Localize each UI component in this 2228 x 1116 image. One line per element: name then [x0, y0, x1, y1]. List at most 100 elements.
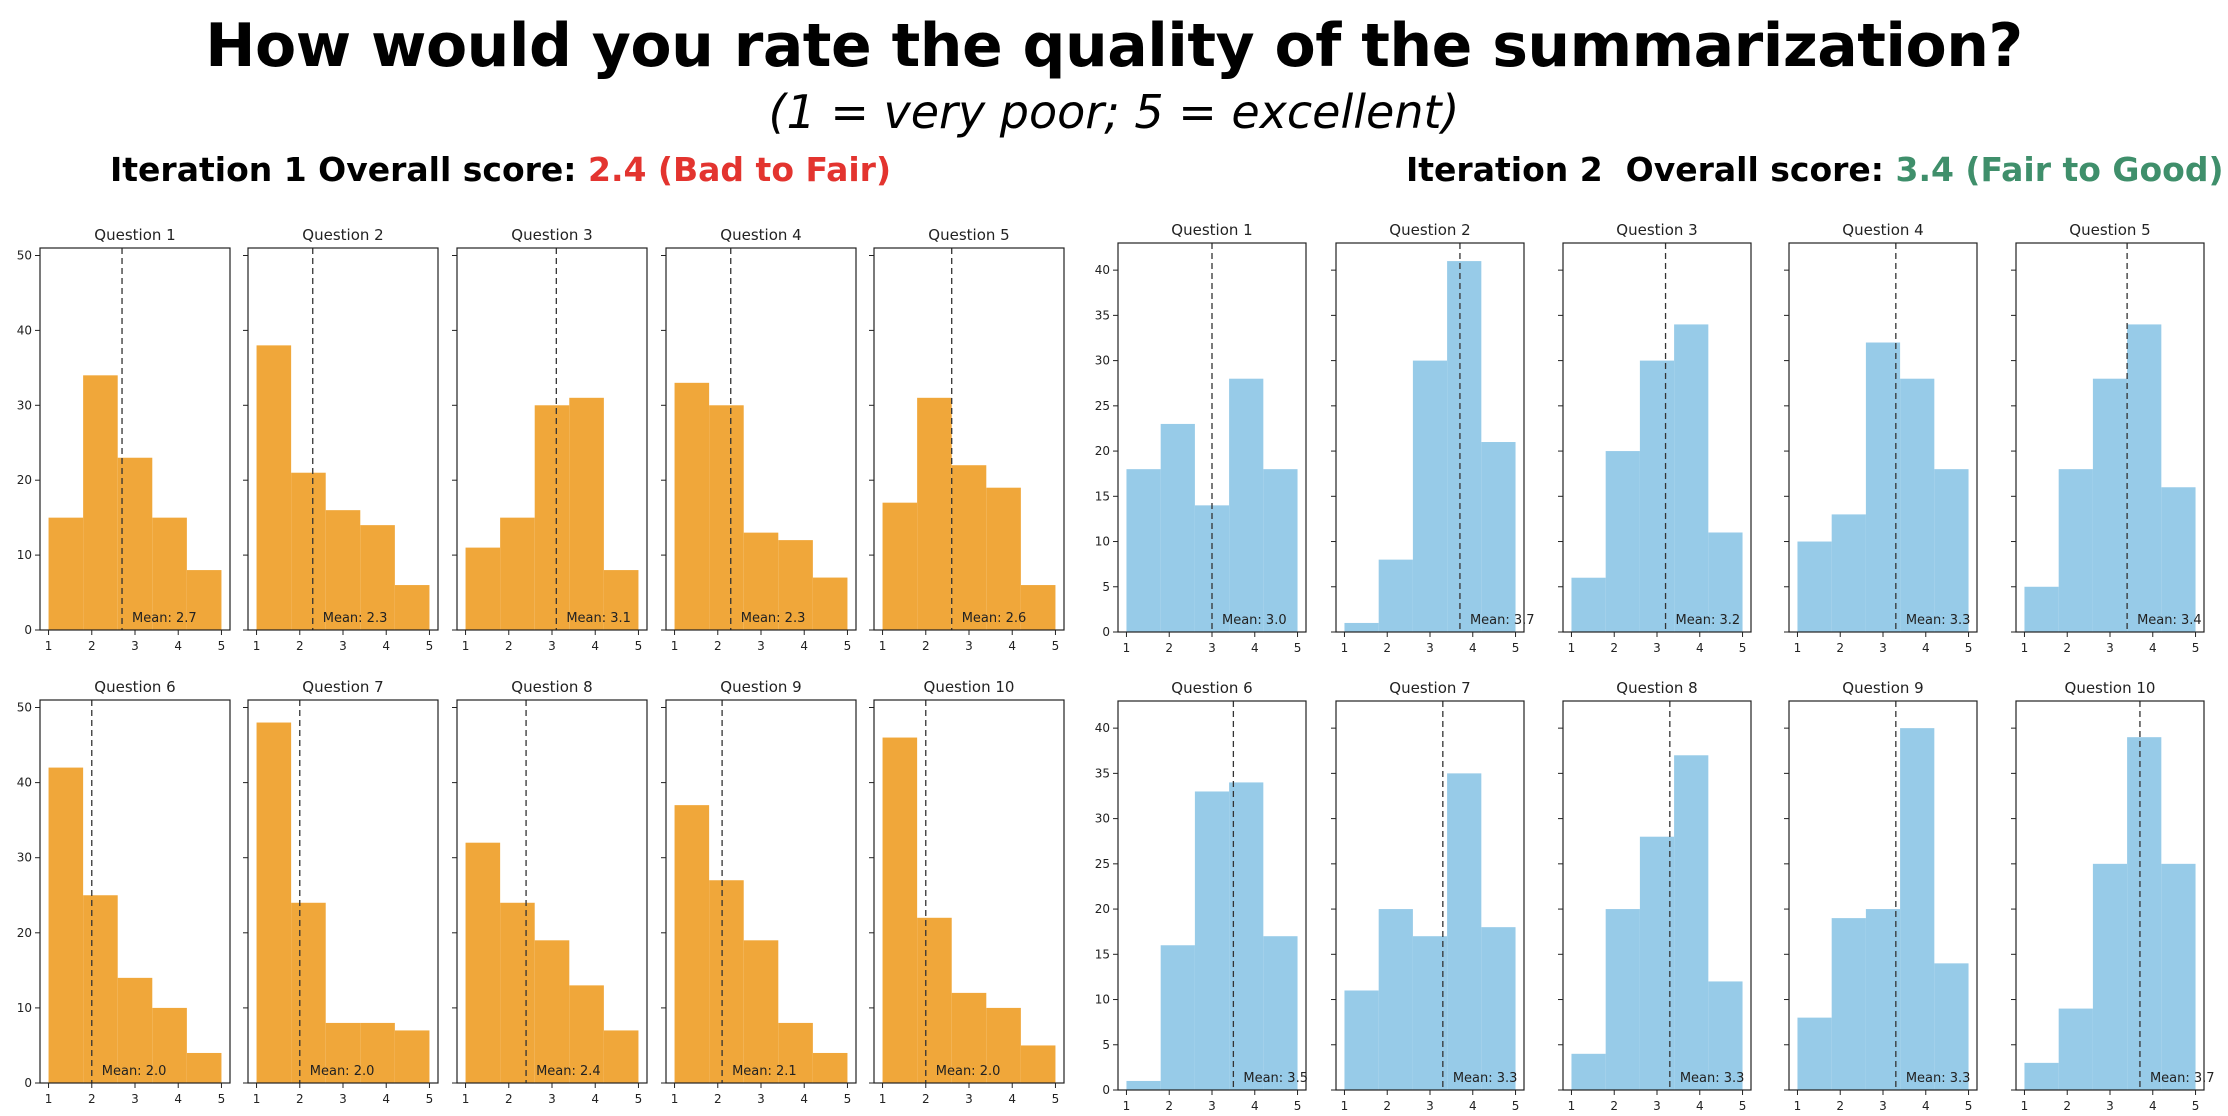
bar — [1126, 1080, 1161, 1090]
y-tick-label: 10 — [17, 548, 32, 562]
bar — [603, 570, 639, 630]
x-tick-label: 5 — [1294, 1099, 1302, 1113]
x-tick-label: 1 — [253, 639, 261, 653]
bar — [534, 405, 570, 630]
mean-label: Mean: 2.0 — [936, 1064, 1001, 1079]
y-tick-label: 20 — [17, 473, 32, 487]
bar — [778, 540, 813, 630]
x-tick-label: 4 — [800, 1092, 808, 1106]
x-tick-label: 4 — [174, 1092, 182, 1106]
bar — [1639, 836, 1675, 1090]
page-title: How would you rate the quality of the su… — [205, 11, 2023, 81]
y-tick-label: 15 — [1095, 947, 1110, 961]
y-tick-label: 5 — [1102, 1038, 1110, 1052]
x-tick-label: 2 — [505, 639, 513, 653]
bar — [1160, 945, 1195, 1090]
bar — [882, 737, 918, 1083]
chart-title: Question 6 — [1171, 679, 1252, 697]
x-tick-label: 4 — [2149, 641, 2157, 655]
y-tick-label: 25 — [1095, 857, 1110, 871]
x-tick-label: 3 — [1208, 641, 1216, 655]
bar — [1344, 622, 1379, 632]
histogram-iter2-q3: Question 3 Mean: 3.2 1 2 3 4 5 — [1558, 221, 1752, 655]
bar — [951, 465, 987, 630]
bar — [2058, 469, 2093, 632]
bar — [2058, 1008, 2093, 1090]
bar — [1605, 451, 1640, 632]
bar — [778, 1022, 813, 1083]
y-tick-label: 30 — [17, 851, 32, 865]
x-tick-label: 1 — [1568, 1099, 1576, 1113]
bar — [1378, 559, 1413, 632]
x-tick-label: 3 — [757, 1092, 765, 1106]
bar — [1708, 981, 1743, 1090]
iteration-1-score: 2.4 (Bad to Fair) — [587, 150, 892, 189]
bar — [743, 532, 779, 630]
mean-label: Mean: 3.3 — [1906, 613, 1971, 628]
x-tick-label: 5 — [218, 1092, 226, 1106]
chart-title: Question 2 — [302, 226, 383, 244]
bar — [1412, 936, 1448, 1090]
x-tick-label: 3 — [339, 1092, 347, 1106]
x-tick-label: 4 — [591, 639, 599, 653]
mean-label: Mean: 2.0 — [310, 1064, 375, 1079]
bar — [48, 517, 84, 630]
x-tick-label: 5 — [218, 639, 226, 653]
x-tick-label: 2 — [296, 639, 304, 653]
x-tick-label: 4 — [1008, 639, 1016, 653]
x-tick-label: 5 — [1052, 1092, 1060, 1106]
chart-title: Question 6 — [94, 678, 175, 696]
x-tick-label: 5 — [635, 639, 643, 653]
mean-label: Mean: 3.4 — [2137, 613, 2202, 628]
y-tick-label: 20 — [1095, 902, 1110, 916]
iteration-2-label: Iteration 2 Overall score: — [1406, 150, 1896, 189]
bar — [1797, 541, 1832, 632]
x-tick-label: 3 — [1879, 1099, 1887, 1113]
x-tick-label: 2 — [922, 1092, 930, 1106]
chart-title: Question 10 — [924, 678, 1015, 696]
page-subtitle: (1 = very poor; 5 = excellent) — [768, 85, 1460, 139]
x-tick-label: 4 — [1251, 1099, 1259, 1113]
x-tick-label: 3 — [1879, 641, 1887, 655]
bar — [1571, 577, 1606, 632]
bar — [1194, 791, 1230, 1090]
bar — [500, 517, 535, 630]
x-tick-label: 1 — [879, 639, 887, 653]
bar — [83, 895, 118, 1083]
x-tick-label: 2 — [1836, 1099, 1844, 1113]
bar — [1639, 360, 1675, 632]
histogram-iter1-q9: Question 9 Mean: 2.1 1 2 3 4 5 — [661, 678, 857, 1106]
x-tick-label: 3 — [548, 639, 556, 653]
x-tick-label: 2 — [505, 1092, 513, 1106]
x-tick-label: 2 — [1165, 1099, 1173, 1113]
bar — [256, 722, 292, 1083]
histogram-iter1-q10: Question 10 Mean: 2.0 1 2 3 4 5 — [869, 678, 1065, 1106]
bar — [83, 375, 118, 630]
bar — [534, 940, 570, 1083]
bar — [2127, 324, 2162, 632]
y-tick-label: 40 — [17, 776, 32, 790]
y-tick-label: 0 — [24, 623, 32, 637]
bar — [1605, 909, 1640, 1090]
x-tick-label: 3 — [1208, 1099, 1216, 1113]
chart-title: Question 3 — [511, 226, 592, 244]
x-tick-label: 2 — [296, 1092, 304, 1106]
x-tick-label: 1 — [1568, 641, 1576, 655]
mean-label: Mean: 3.1 — [566, 611, 631, 626]
x-tick-label: 3 — [131, 1092, 139, 1106]
bar — [1674, 755, 1709, 1090]
mean-label: Mean: 2.0 — [102, 1064, 167, 1079]
bar — [1263, 936, 1298, 1090]
x-tick-label: 4 — [2149, 1099, 2157, 1113]
histogram-iter2-q9: Question 9 Mean: 3.3 1 2 3 4 5 — [1784, 679, 1978, 1113]
x-tick-label: 1 — [1794, 641, 1802, 655]
bar — [2092, 378, 2128, 632]
mean-label: Mean: 3.3 — [1453, 1071, 1518, 1086]
x-tick-label: 2 — [1383, 641, 1391, 655]
chart-title: Question 5 — [2069, 221, 2150, 239]
bar — [1412, 360, 1448, 632]
x-tick-label: 3 — [1653, 1099, 1661, 1113]
histogram-iter1-q8: Question 8 Mean: 2.4 1 2 3 4 5 — [452, 678, 648, 1106]
bar — [1378, 909, 1413, 1090]
x-tick-label: 2 — [922, 639, 930, 653]
